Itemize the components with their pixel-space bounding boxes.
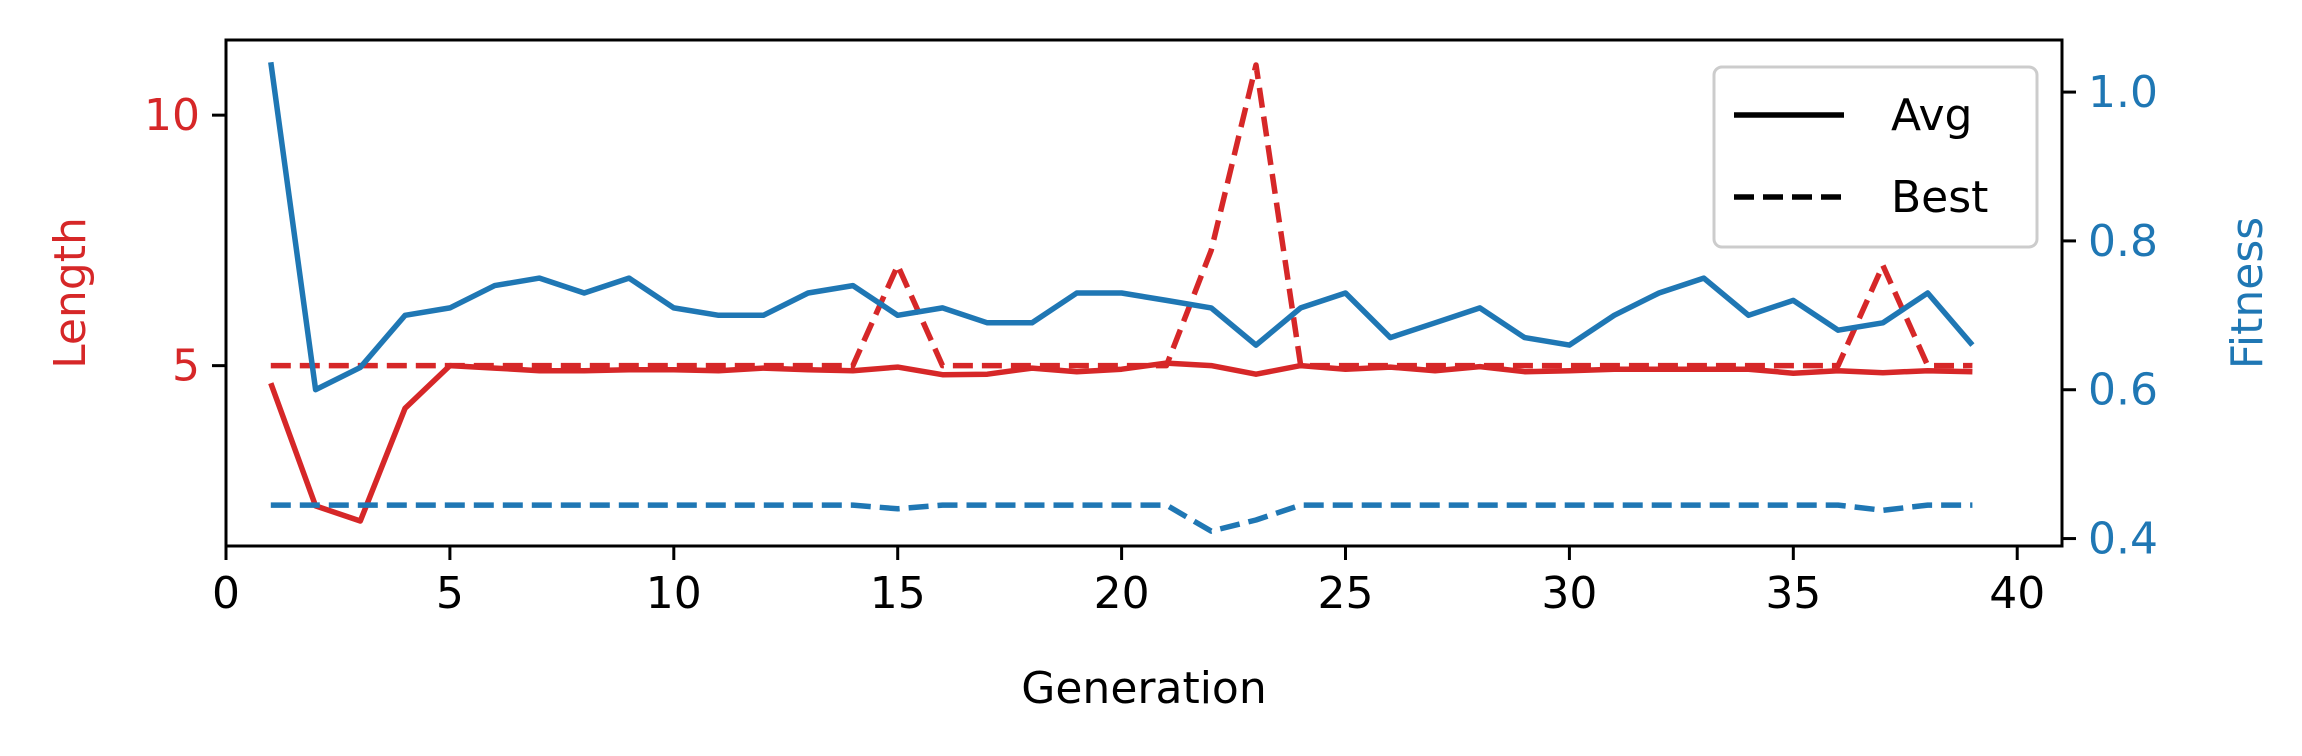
x-tick-label: 10 <box>646 568 702 619</box>
y-left-axis-title: Length <box>45 217 96 369</box>
y-right-tick-label: 1.0 <box>2088 67 2158 118</box>
series-layer <box>268 61 1975 534</box>
x-tick-label: 20 <box>1094 568 1150 619</box>
series-line-length-dashed <box>270 62 1973 369</box>
x-tick-label: 30 <box>1541 568 1597 619</box>
series-line-length-solid <box>268 360 1973 524</box>
series-line-fitness-solid <box>268 61 1975 393</box>
x-tick-label: 15 <box>870 568 926 619</box>
legend-label-avg: Avg <box>1891 90 1973 141</box>
y-right-tick-label: 0.8 <box>2088 216 2158 267</box>
x-axis-title: Generation <box>1021 663 1266 714</box>
legend: Avg Best <box>1712 65 2039 249</box>
x-tick-label: 35 <box>1765 568 1821 619</box>
plot-frame <box>224 38 2064 548</box>
x-tick-label: 5 <box>436 568 464 619</box>
series-line-fitness-dashed <box>270 502 1973 534</box>
y-left-tick-label: 5 <box>172 341 200 392</box>
legend-box <box>1712 65 2039 249</box>
x-tick-label: 0 <box>212 568 240 619</box>
legend-label-best: Best <box>1891 172 1988 223</box>
y-right-tick-label: 0.6 <box>2088 365 2158 416</box>
y-right-axis-title: Fitness <box>2222 217 2273 369</box>
axes-layer: 0 5 10 15 20 25 30 35 40 5 10 0.4 0.6 0.8 1.0 Generatio… <box>45 38 2273 714</box>
y-right-tick-label: 0.4 <box>2088 514 2158 565</box>
x-tick-label: 40 <box>1989 568 2045 619</box>
y-left-tick-label: 10 <box>144 90 200 141</box>
x-tick-label: 25 <box>1318 568 1374 619</box>
